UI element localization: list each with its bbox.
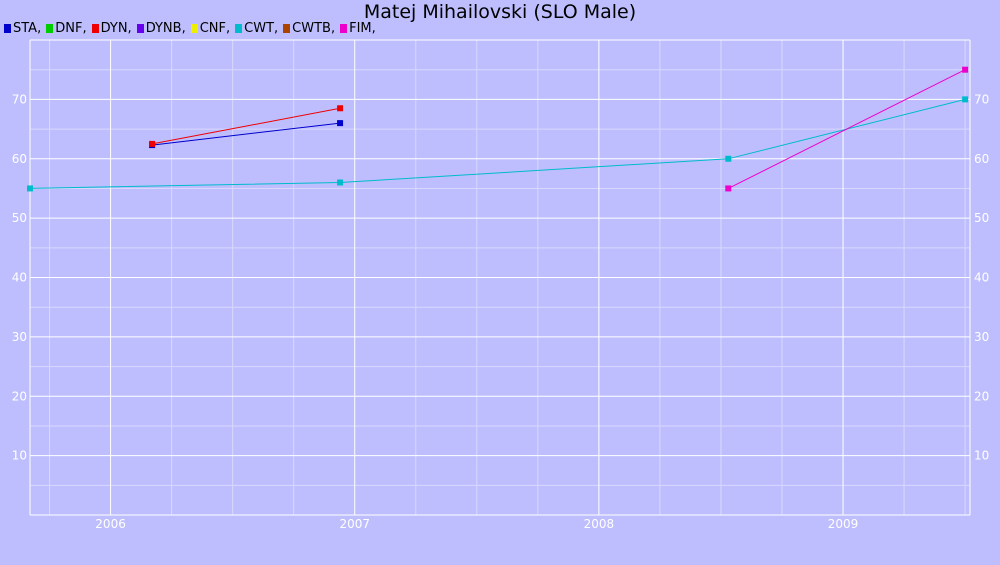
- legend-swatch: [340, 23, 348, 33]
- data-point-fim: [725, 185, 732, 192]
- legend-label: FIM: [349, 20, 372, 36]
- legend-swatch: [46, 23, 54, 33]
- data-point-cwt: [962, 96, 969, 103]
- legend-item-dyn: DYN,: [91, 20, 132, 36]
- data-point-dyn: [337, 105, 344, 112]
- legend-separator: ,: [226, 20, 231, 36]
- legend-item-sta: STA,: [4, 21, 41, 36]
- legend-swatch: [91, 23, 99, 33]
- legend-separator: ,: [330, 20, 336, 36]
- chart-title: Matej Mihailovski (SLO Male): [363, 1, 637, 23]
- y-tick-label-left: 50: [12, 211, 27, 225]
- legend-separator: ,: [82, 20, 87, 36]
- data-point-cwt: [337, 179, 344, 186]
- legend-label: CWTB: [292, 20, 331, 36]
- legend-separator: ,: [181, 20, 186, 36]
- y-tick-label-right: 40: [974, 271, 989, 285]
- y-tick-label-right: 50: [974, 211, 989, 225]
- legend-swatch: [283, 23, 291, 33]
- legend-item-dnf: DNF,: [46, 20, 87, 36]
- legend-label: DYNB: [145, 20, 182, 36]
- legend-separator: ,: [37, 20, 42, 36]
- x-tick-label: 2006: [95, 517, 126, 531]
- x-tick-label: 2008: [584, 517, 615, 531]
- legend-swatch: [190, 23, 198, 33]
- series-line-dyn: [152, 107, 341, 145]
- y-tick-label-right: 60: [974, 152, 989, 166]
- data-point-dyn: [149, 140, 156, 147]
- legend-label: DNF: [55, 20, 83, 36]
- y-tick-label-right: 70: [974, 92, 989, 106]
- legend-label: DYN: [100, 20, 128, 36]
- legend-item-fim: FIM,: [340, 21, 376, 36]
- y-tick-label-left: 20: [12, 389, 27, 403]
- x-tick-label: 2007: [339, 517, 370, 531]
- legend-separator: ,: [127, 20, 132, 36]
- y-tick-label-right: 10: [974, 449, 989, 463]
- legend-separator: ,: [371, 20, 376, 36]
- legend-label: CWT: [244, 20, 275, 36]
- data-point-cwt: [27, 185, 33, 192]
- legend: STA, DNF, DYN, DYNB, CNF, CWT, CWTB, FIM,: [4, 20, 381, 36]
- legend-swatch: [235, 23, 243, 33]
- x-tick-label: 2009: [828, 517, 859, 531]
- legend-item-dynb: DYNB,: [136, 20, 186, 36]
- legend-item-cwt: CWT,: [235, 21, 278, 36]
- y-tick-label-right: 20: [974, 389, 989, 403]
- legend-label: CNF: [199, 20, 226, 36]
- legend-label: STA: [13, 20, 38, 36]
- y-tick-label-left: 60: [12, 152, 27, 166]
- data-point-fim: [962, 66, 969, 73]
- data-point-cwt: [725, 155, 732, 162]
- y-tick-label-left: 30: [12, 330, 27, 344]
- y-tick-label-left: 10: [12, 449, 27, 463]
- series-line-cwt: [29, 98, 966, 189]
- legend-swatch: [136, 23, 144, 33]
- legend-swatch: [4, 23, 11, 33]
- legend-separator: ,: [274, 20, 279, 36]
- y-tick-label-right: 30: [974, 330, 989, 344]
- legend-item-cwtb: CWTB,: [283, 21, 335, 36]
- legend-item-cnf: CNF,: [190, 20, 231, 36]
- data-point-sta: [337, 120, 344, 127]
- series-line-fim: [728, 69, 966, 189]
- y-tick-label-left: 40: [12, 271, 27, 285]
- y-tick-label-left: 70: [12, 92, 27, 106]
- series-line-sta: [152, 122, 341, 146]
